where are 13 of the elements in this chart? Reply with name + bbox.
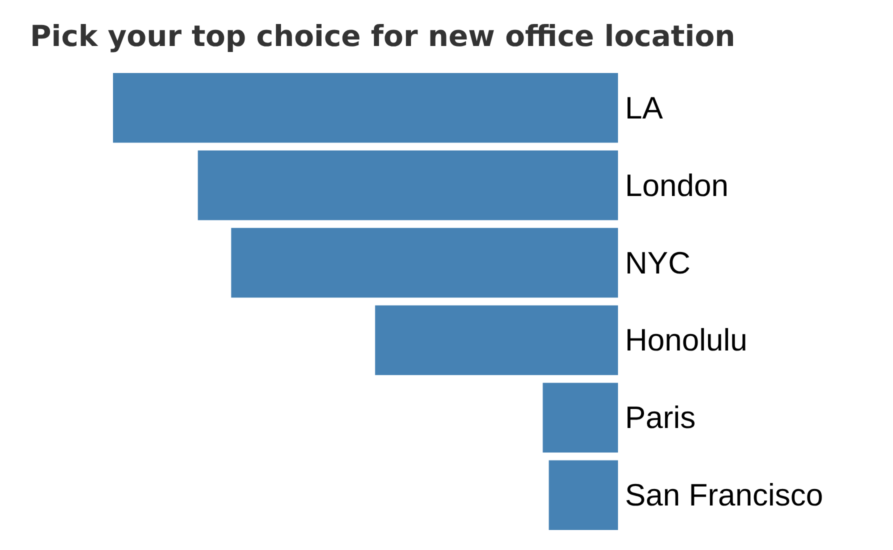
bar [198, 150, 618, 220]
y-tick-label: NYC [625, 245, 690, 280]
y-tick-label: Paris [625, 400, 696, 436]
bar [231, 228, 618, 298]
bar [375, 305, 618, 376]
bar [542, 382, 618, 453]
bar [113, 73, 618, 143]
y-tick-label: London [625, 168, 728, 203]
bar [548, 460, 618, 530]
y-tick-label: Honolulu [625, 322, 748, 358]
chart-title: Pick your top choice for new office location [30, 19, 736, 53]
y-tick-label: San Francisco [625, 478, 824, 513]
y-tick-label: LA [625, 90, 664, 126]
